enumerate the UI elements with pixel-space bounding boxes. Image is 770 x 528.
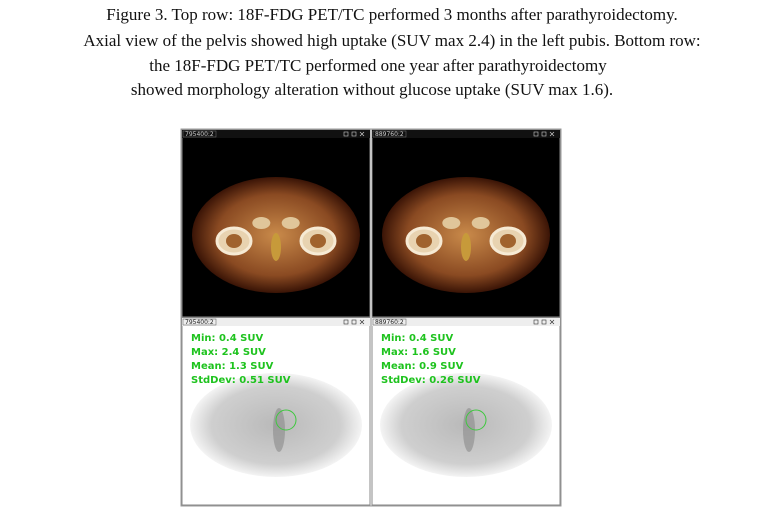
panel-header [182,318,370,326]
image-panel: 795400:2 [181,129,371,318]
midline [271,233,281,261]
suv-stat: Min: 0.4 SUV [381,333,453,344]
image-panel: 889760:2 [371,129,561,318]
label-box [182,318,217,326]
image-grid: 795400:2 889760:2 795400:2 Min: 0.4 SUV Max:… [180,128,562,507]
panel-header [372,130,560,138]
roi-circle [465,409,487,431]
window-icon [351,131,357,137]
window-icon [533,319,539,325]
caption: Figure 3. Top row: 18F-FDG PET/TC perfor… [83,5,700,99]
panel-label: 795400:2 [185,319,214,326]
panel-header [182,130,370,138]
femur-head [310,234,326,248]
suv-stat: Max: 2.4 SUV [191,347,266,358]
window-icon [343,319,349,325]
panel-label: 889760:2 [375,319,404,326]
panel-label: 889760:2 [375,131,404,138]
suv-stat: Max: 1.6 SUV [381,347,456,358]
suv-stat: Mean: 0.9 SUV [381,361,464,372]
roi-circle [275,409,297,431]
caption-line: Axial view of the pelvis showed high upt… [83,31,700,50]
close-icon [359,319,365,325]
caption-line: Figure 3. Top row: 18F-FDG PET/TC perfor… [106,5,678,24]
pubis [281,217,300,229]
close-icon [549,319,555,325]
window-icon [533,131,539,137]
label-box [372,130,407,138]
panel-header [372,318,560,326]
femur-head [226,234,242,248]
pubis [471,217,490,229]
suv-stat: Mean: 1.3 SUV [191,361,274,372]
suv-stat: StdDev: 0.51 SUV [191,375,291,386]
pubis [442,217,461,229]
image-panel: 889760:2 Min: 0.4 SUV Max: 1.6 SUV Mean: 0.… [371,317,561,506]
window-icon [343,131,349,137]
pubis [252,217,271,229]
label-box [182,130,217,138]
panel-label: 795400:2 [185,131,214,138]
femur-head [416,234,432,248]
window-icon [541,131,547,137]
window-icon [351,319,357,325]
suv-stat: Min: 0.4 SUV [191,333,263,344]
window-icon [541,319,547,325]
femur-head [500,234,516,248]
close-icon [359,131,365,137]
caption-line: showed morphology alteration without glu… [131,80,613,99]
caption-line: the 18F-FDG PET/TC performed one year af… [149,56,607,75]
close-icon [549,131,555,137]
image-panel: 795400:2 Min: 0.4 SUV Max: 2.4 SUV Mean: 1.… [181,317,371,506]
suv-stat: StdDev: 0.26 SUV [381,375,481,386]
midline [461,233,471,261]
label-box [372,318,407,326]
